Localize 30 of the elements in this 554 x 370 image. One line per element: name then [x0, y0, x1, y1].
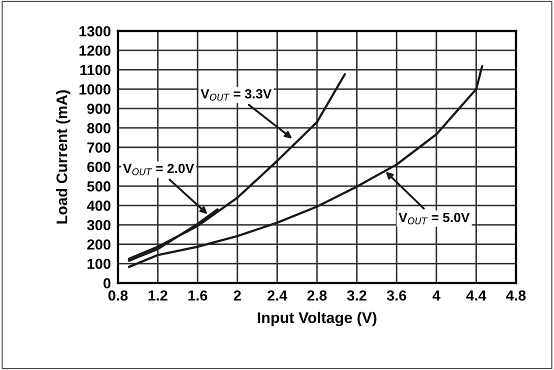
y-axis-title: Load Current (mA): [56, 90, 70, 224]
x-tick-label: 4: [432, 290, 440, 301]
y-tick-label: 200: [87, 239, 110, 250]
y-tick-label: 700: [87, 142, 110, 153]
y-tick-label: 1000: [80, 84, 110, 95]
x-tick-label: 2: [234, 290, 241, 301]
x-tick-label: 1.6: [188, 290, 208, 301]
annotation: V$_{OUT}$ = 5.0V: [398, 212, 470, 224]
y-tick-label: 800: [87, 123, 110, 134]
y-tick-label: 1200: [80, 45, 110, 56]
y-tick-label: 600: [87, 162, 110, 172]
x-tick-label: 3.6: [386, 290, 406, 301]
y-tick-label: 100: [88, 258, 110, 270]
y-tick-label: 300: [87, 220, 110, 230]
x-tick-label: 1.2: [148, 290, 168, 301]
x-tick-label: 3.2: [347, 290, 366, 301]
x-tick-label: 2.8: [307, 290, 327, 301]
x-tick-label: 4.4: [466, 290, 486, 301]
y-tick-label: 500: [87, 181, 110, 192]
annotation: V$_{OUT}$ = 2.0V: [123, 164, 194, 176]
y-tick-label: 0: [104, 278, 110, 288]
y-tick-label: 400: [86, 200, 110, 211]
x-tick-label: 2.4: [268, 290, 288, 301]
x-axis-title: Input Voltage (V): [258, 312, 376, 326]
y-tick-label: 1300: [80, 26, 110, 36]
x-tick-label: 0.8: [108, 290, 128, 301]
y-tick-label: 1100: [80, 64, 110, 76]
y-tick-label: 900: [87, 104, 110, 114]
x-tick-label: 4.8: [506, 290, 526, 301]
annotation: V$_{OUT}$ = 3.3V: [200, 89, 272, 101]
